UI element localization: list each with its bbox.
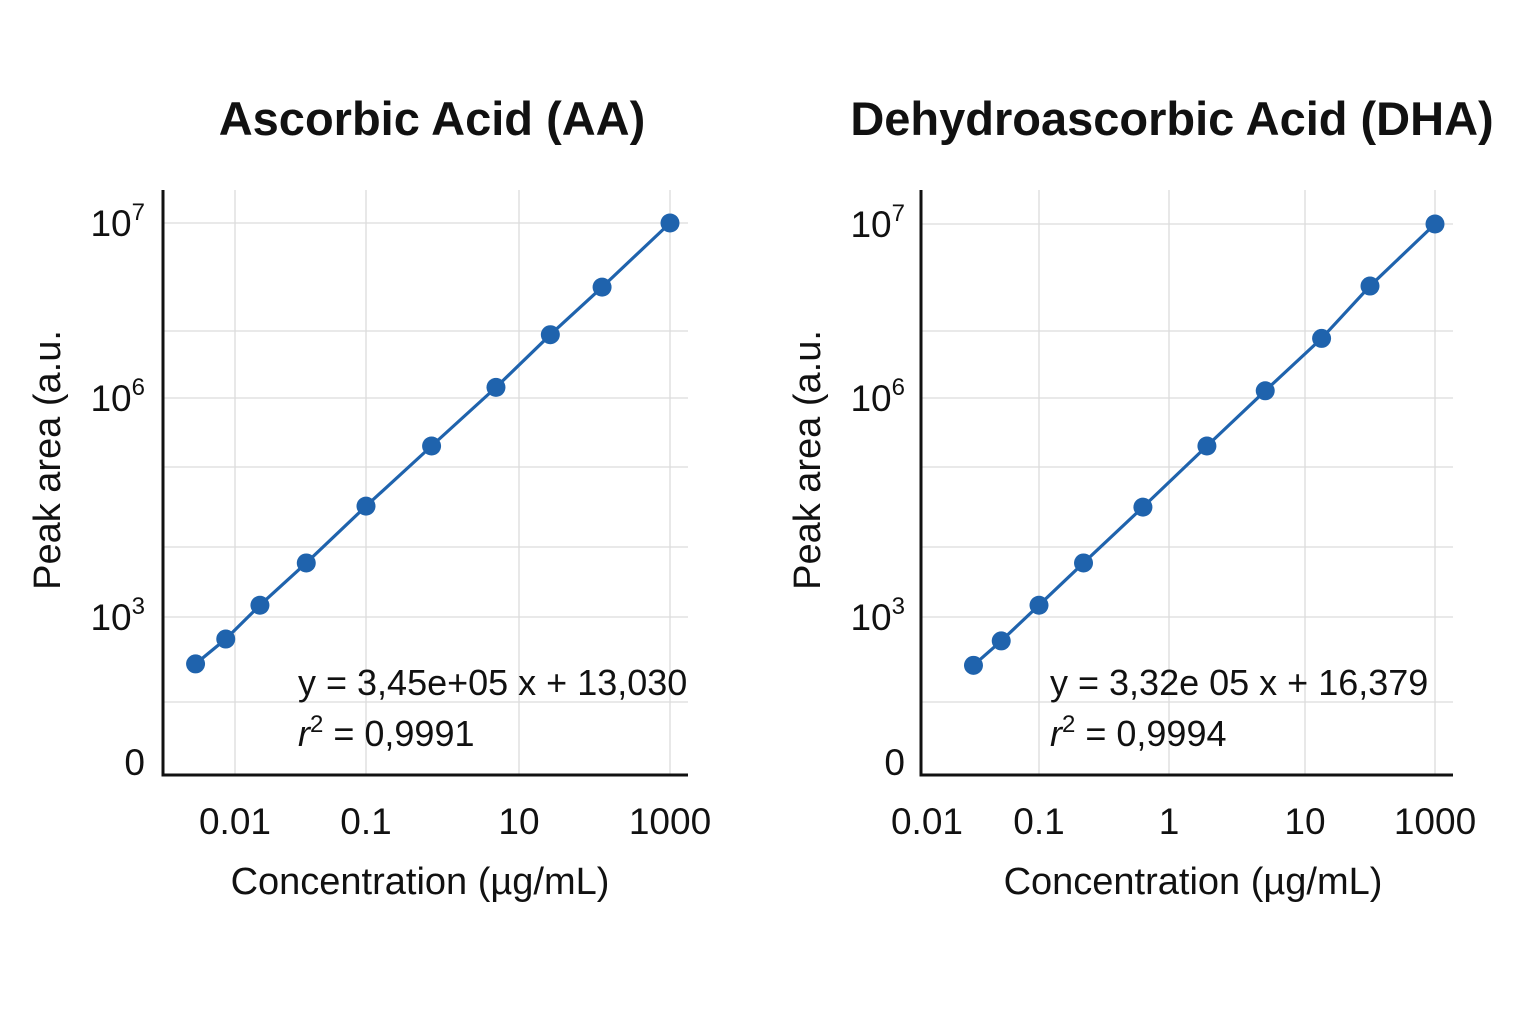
chart-panel-2: Dehydroascorbic Acid (DHA)10710610300.01… [787,92,1494,903]
data-point [356,496,376,516]
r-symbol: r [298,713,312,754]
tick-exponent: 3 [132,593,145,620]
y-tick-label: 106 [850,374,905,419]
data-point [250,595,270,615]
tick-base: 10 [850,204,891,245]
tick-base: 10 [90,597,131,638]
data-point [592,277,612,297]
data-point [540,325,560,345]
data-point [1029,595,1049,615]
tick-exponent: 7 [892,200,905,227]
y-tick-label: 0 [884,742,905,783]
data-point [991,631,1011,651]
x-tick-label: 0.1 [340,801,391,842]
r-exponent: 2 [1062,711,1075,738]
x-tick-label: 10 [498,801,539,842]
data-point [1255,381,1275,401]
gridlines [163,190,688,775]
x-tick-label: 0.01 [199,801,271,842]
data-point [1197,436,1217,456]
tick-exponent: 6 [892,374,905,401]
tick-exponent: 3 [892,593,905,620]
series-line [194,221,672,666]
regression-equation: y = 3,32e 05 x + 16,379 [1050,662,1428,703]
r-squared: r2 = 0,9994 [1050,711,1227,754]
data-point [422,436,442,456]
data-point [186,654,206,674]
chart-title: Ascorbic Acid (AA) [219,92,646,145]
data-point [1425,214,1445,234]
data-point [1360,276,1380,296]
x-tick-label: 1000 [1394,801,1476,842]
x-tick-label: 0.01 [891,801,963,842]
data-point [660,213,680,233]
r-squared: r2 = 0,9991 [298,711,475,754]
r-squared-value: = 0,9991 [323,713,474,754]
y-axis-label: Peak area (a.u. [787,330,829,590]
x-tick-label: 10 [1284,801,1325,842]
y-tick-label: 106 [90,374,145,419]
data-point [486,377,506,397]
data-point [963,655,983,675]
data-point [1312,328,1332,348]
r-squared-value: = 0,9994 [1075,713,1226,754]
data-point [1074,553,1094,573]
tick-exponent: 6 [132,374,145,401]
x-tick-label: 1000 [629,801,711,842]
x-tick-label: 1 [1159,801,1180,842]
y-tick-label: 103 [850,593,905,638]
x-axis-label: Concentration (µg/mL) [1004,861,1383,903]
chart-title: Dehydroascorbic Acid (DHA) [850,92,1493,145]
data-point [296,553,316,573]
series-line [972,222,1437,667]
y-axis-label: Peak area (a.u. [27,330,69,590]
x-axis-label: Concentration (µg/mL) [231,861,610,903]
y-tick-label: 103 [90,593,145,638]
x-tick-label: 0.1 [1013,801,1064,842]
data-point [1133,497,1153,517]
tick-base: 0 [884,742,905,783]
tick-base: 10 [850,597,891,638]
tick-base: 10 [850,378,891,419]
data-point [216,629,236,649]
tick-base: 0 [124,742,145,783]
r-symbol: r [1050,713,1064,754]
r-exponent: 2 [310,711,323,738]
tick-base: 10 [90,378,131,419]
tick-exponent: 7 [132,199,145,226]
tick-base: 10 [90,203,131,244]
y-tick-label: 107 [90,199,145,244]
y-tick-label: 107 [850,200,905,245]
y-tick-label: 0 [124,742,145,783]
regression-equation: y = 3,45e+05 x + 13,030 [298,662,687,703]
